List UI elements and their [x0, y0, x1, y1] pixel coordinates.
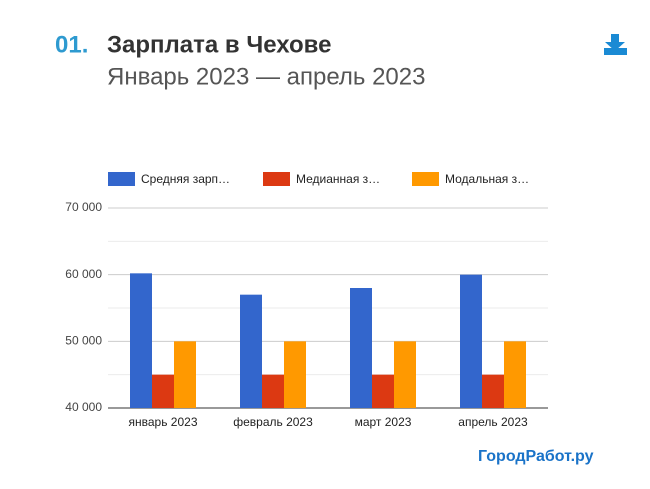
- header-title: Зарплата в Чехове: [107, 31, 331, 58]
- bar: [240, 294, 262, 408]
- icon-tray: [604, 48, 627, 55]
- bar: [174, 341, 196, 408]
- header-number: 01.: [55, 31, 88, 58]
- bar: [350, 288, 372, 408]
- bar: [284, 341, 306, 408]
- legend-swatch: [263, 172, 290, 186]
- bar: [482, 374, 504, 408]
- y-tick-label: 40 000: [65, 400, 102, 414]
- bar: [262, 374, 284, 408]
- x-tick-label: март 2023: [355, 415, 412, 429]
- legend-label: Средняя зарп…: [141, 172, 230, 186]
- legend-swatch: [412, 172, 439, 186]
- y-tick-label: 50 000: [65, 334, 102, 348]
- header-subtitle: Январь 2023 — апрель 2023: [107, 63, 425, 90]
- bar: [394, 341, 416, 408]
- bar: [152, 374, 174, 408]
- y-tick-label: 60 000: [65, 267, 102, 281]
- download-icon[interactable]: [604, 34, 627, 55]
- bar: [372, 374, 394, 408]
- brand[interactable]: ГородРабот.ру: [478, 448, 594, 465]
- legend-label: Медианная з…: [296, 172, 380, 186]
- legend-label: Модальная з…: [445, 172, 529, 186]
- x-tick-label: январь 2023: [129, 415, 198, 429]
- x-tick-label: апрель 2023: [458, 415, 528, 429]
- icon-stem: [611, 34, 619, 43]
- bar: [504, 341, 526, 408]
- legend-swatch: [108, 172, 135, 186]
- bar: [460, 274, 482, 408]
- x-tick-label: февраль 2023: [233, 415, 313, 429]
- y-tick-label: 70 000: [65, 200, 102, 214]
- bar: [130, 273, 152, 408]
- icon-arrow: [605, 42, 625, 51]
